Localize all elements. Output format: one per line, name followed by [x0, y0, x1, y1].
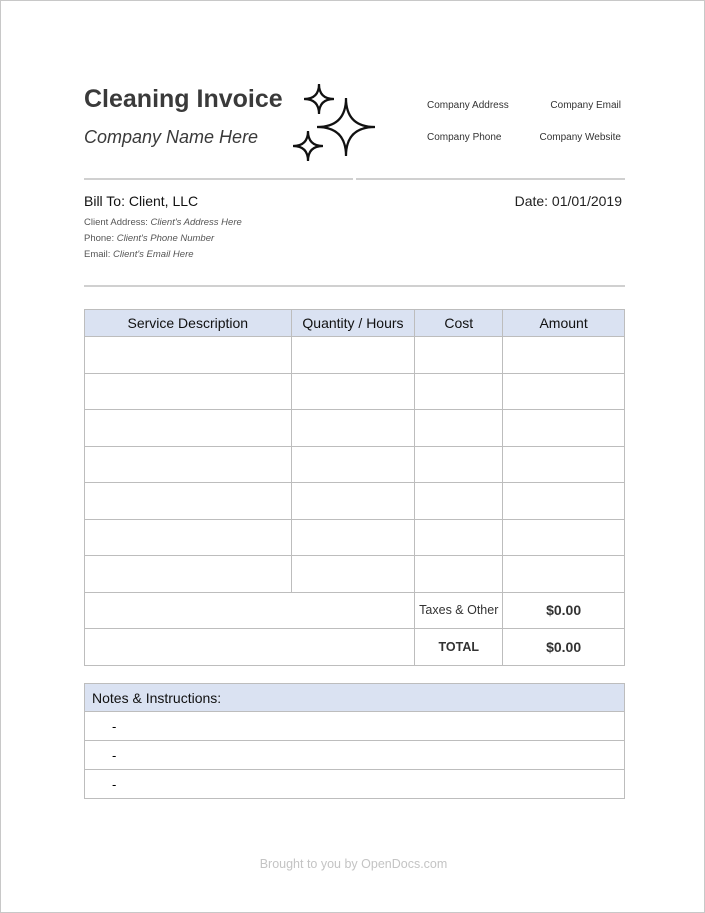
taxes-row: Taxes & Other $0.00	[83, 591, 625, 629]
table-cell[interactable]	[502, 518, 625, 556]
divider	[84, 178, 353, 180]
table-cell[interactable]	[290, 372, 416, 410]
notes-title: Notes & Instructions:	[84, 683, 625, 712]
table-row	[84, 555, 625, 593]
value: Client's Phone Number	[116, 233, 215, 244]
client-email: Email: Client's Email Here	[84, 249, 194, 260]
col-service-description: Service Description	[84, 309, 292, 337]
company-email: Company Email	[550, 100, 621, 111]
table-cell[interactable]	[84, 518, 292, 556]
table-row	[84, 372, 625, 410]
table-row	[84, 409, 625, 447]
company-address: Company Address	[427, 100, 509, 111]
table-cell[interactable]	[414, 518, 504, 556]
table-cell[interactable]	[290, 445, 416, 483]
value: Client's Email Here	[113, 249, 194, 260]
divider	[356, 178, 625, 180]
table-cell[interactable]	[414, 409, 504, 447]
col-quantity-hours: Quantity / Hours	[290, 309, 416, 337]
empty-cell[interactable]	[83, 591, 416, 629]
table-cell[interactable]	[502, 482, 625, 520]
sparkles-icon	[292, 83, 376, 162]
table-cell[interactable]	[502, 445, 625, 483]
company-website: Company Website	[539, 132, 621, 143]
note-item[interactable]: -	[84, 769, 625, 799]
table-cell[interactable]	[290, 336, 416, 374]
table-row	[84, 445, 625, 483]
total-row: TOTAL $0.00	[83, 628, 625, 666]
table-cell[interactable]	[84, 445, 292, 483]
table-cell[interactable]	[414, 372, 504, 410]
table-cell[interactable]	[84, 555, 292, 593]
divider	[84, 285, 625, 287]
services-table: Service Description Quantity / Hours Cos…	[83, 309, 625, 666]
table-cell[interactable]	[414, 336, 504, 374]
table-cell[interactable]	[414, 482, 504, 520]
table-cell[interactable]	[84, 336, 292, 374]
note-item[interactable]: -	[84, 740, 625, 770]
table-cell[interactable]	[502, 336, 625, 374]
col-amount: Amount	[502, 309, 625, 337]
taxes-value[interactable]: $0.00	[502, 591, 625, 629]
label: Phone:	[84, 233, 115, 244]
company-phone: Company Phone	[427, 132, 502, 143]
col-cost: Cost	[414, 309, 504, 337]
invoice-date: Date: 01/01/2019	[514, 193, 622, 209]
empty-cell[interactable]	[83, 628, 416, 666]
notes-table: Notes & Instructions: - - -	[84, 683, 625, 799]
table-cell[interactable]	[290, 555, 416, 593]
company-name: Company Name Here	[84, 127, 259, 147]
table-cell[interactable]	[502, 409, 625, 447]
table-cell[interactable]	[290, 518, 416, 556]
table-cell[interactable]	[414, 555, 504, 593]
taxes-label: Taxes & Other	[414, 591, 504, 629]
footer-credit: Brought to you by OpenDocs.com	[259, 857, 448, 871]
client-address: Client Address: Client's Address Here	[84, 217, 242, 228]
table-row	[84, 482, 625, 520]
bill-to: Bill To: Client, LLC	[84, 193, 199, 209]
table-cell[interactable]	[84, 372, 292, 410]
table-cell[interactable]	[502, 555, 625, 593]
client-phone: Phone: Client's Phone Number	[84, 233, 214, 244]
table-cell[interactable]	[502, 372, 625, 410]
label: Email:	[84, 249, 111, 260]
table-row	[84, 336, 625, 374]
label: Client Address:	[84, 217, 148, 228]
table-cell[interactable]	[414, 445, 504, 483]
table-cell[interactable]	[290, 409, 416, 447]
table-row	[84, 518, 625, 556]
total-value[interactable]: $0.00	[502, 628, 625, 666]
table-cell[interactable]	[290, 482, 416, 520]
value: Client's Address Here	[150, 217, 242, 228]
invoice-title: Cleaning Invoice	[84, 85, 283, 113]
total-label: TOTAL	[414, 628, 504, 666]
note-item[interactable]: -	[84, 711, 625, 741]
table-cell[interactable]	[84, 482, 292, 520]
table-cell[interactable]	[84, 409, 292, 447]
